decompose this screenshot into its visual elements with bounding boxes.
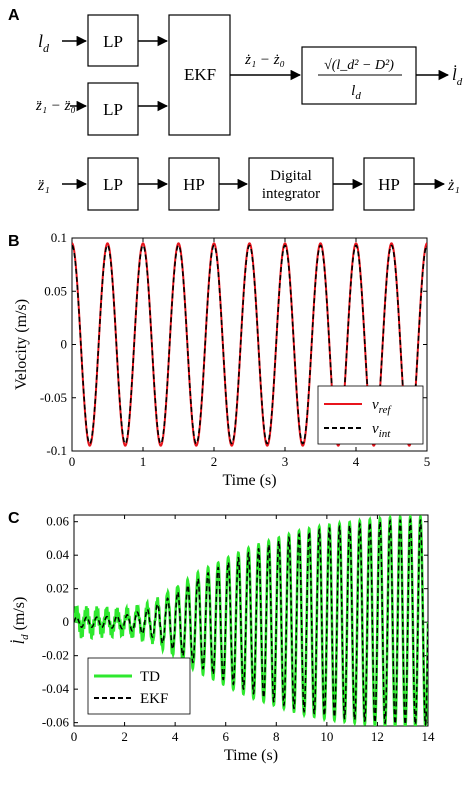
y-axis-label: l̇d(m/s) [10,597,31,645]
legend-label: vint [372,421,391,440]
output-ld-dot-label: l̇d [452,65,463,88]
y-tick-label: -0.05 [40,390,67,405]
lp-block-2-label: LP [103,100,123,119]
chart-b: 0 1 2 3 4 5 0.1 0.05 0 -0.05 -0.1 Time (s) Velocity … [13,230,430,489]
ekf-output-label: ż₁ − ż₀ [244,52,285,68]
x-tick-label: 1 [140,454,147,469]
y-tick-label: -0.1 [46,443,67,458]
integrator-block [248,157,334,211]
y-tick-label: -0.04 [42,681,70,696]
hp-block-1-label: HP [183,175,205,194]
x-axis-label: Time (s) [222,472,276,489]
integrator-label-line2: integrator [262,186,320,202]
y-tick-label: 0.02 [46,581,69,596]
hp-block-2-label: HP [378,175,400,194]
x-tick-label: 3 [282,454,289,469]
x-tick-label: 4 [172,729,179,744]
y-tick-label: 0.05 [44,283,67,298]
legend-box [317,385,424,445]
legend-box [87,657,191,715]
input-z1-accel-label: z̈₁ [37,177,50,194]
x-tick-label: 14 [422,729,436,744]
x-tick-label: 12 [371,729,384,744]
lp-block-2 [87,82,139,136]
lp-block-1-label: LP [103,32,123,51]
y-tick-label: 0 [61,337,68,352]
y-tick-label: 0.1 [51,230,67,245]
y-tick-label: -0.06 [42,715,70,730]
legend: vref vint [317,385,424,445]
x-tick-label: 0 [71,729,78,744]
hp-block-2 [363,157,415,211]
y-axis-label: Velocity (m/s) [13,299,30,390]
y-tick-label: 0.04 [46,547,69,562]
chart-c: 0 2 4 6 8 10 12 14 0.06 0.04 0.02 0 -0.02 -0.04 -0.06 T… [10,514,435,764]
panel-c: C 0 2 4 6 8 10 12 14 0.06 0.04 0.02 0 -0.02 -0.04 -0.0… [8,510,435,764]
input-z-accel-diff-label: z̈₁ − z̈₀ [35,98,76,114]
legend-label: TD [140,669,160,685]
lp-block-3-label: LP [103,175,123,194]
legend-label: EKF [140,691,168,707]
y-tick-label: -0.02 [42,648,69,663]
panel-c-letter: C [8,510,20,527]
legend-label: vref [372,397,392,416]
x-tick-label: 0 [69,454,76,469]
x-tick-label: 2 [211,454,218,469]
y-tick-label: 0 [63,614,70,629]
y-tick-label: 0.06 [46,514,69,529]
panel-a-letter: A [8,7,20,24]
series-line-ekf [74,517,428,726]
series-line-v-int [72,244,427,445]
formula-numerator: √(l_d² − D²) [324,58,394,73]
lp-block-3 [87,157,139,211]
ekf-block-label: EKF [184,65,216,84]
x-tick-label: 2 [121,729,128,744]
output-z1-velocity-label: ż₁ [447,177,460,194]
ekf-block [168,14,231,136]
x-tick-label: 4 [353,454,360,469]
x-axis-label: Time (s) [224,747,278,764]
series-group [74,515,428,726]
integrator-label-line1: Digital [270,168,312,184]
panel-b: B 0 1 2 3 4 5 0.1 0.05 0 -0.05 -0.1 Time (s) Velocit… [8,230,430,489]
x-tick-label: 10 [320,729,333,744]
panel-a: A ld LP z̈₁ − z̈₀ LP EKF ż₁ − ż₀ √(l_d² … [8,7,463,211]
formula-denominator: ld [351,83,361,102]
x-tick-label: 5 [424,454,431,469]
input-ld-label: ld [38,31,50,55]
x-tick-label: 6 [222,729,229,744]
legend: TD EKF [87,657,191,715]
panel-b-letter: B [8,233,20,250]
x-tick-label: 8 [273,729,280,744]
